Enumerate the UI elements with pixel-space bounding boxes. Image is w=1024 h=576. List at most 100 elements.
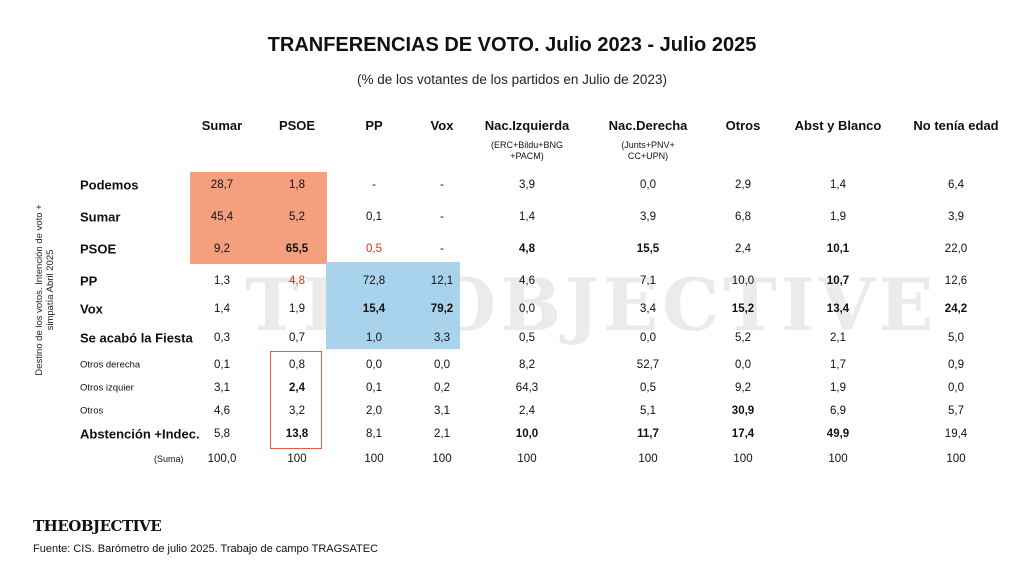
table-cell: 3,9	[640, 211, 656, 223]
table-cell: 10,0	[731, 275, 755, 287]
table-cell: 0,1	[366, 211, 382, 223]
table-cell: 72,8	[362, 275, 386, 287]
table-cell: 0,5	[366, 243, 382, 255]
psoe-flow-box	[270, 351, 322, 449]
table-cell: 2,1	[830, 332, 846, 344]
table-cell: 0,0	[640, 179, 656, 191]
table-cell: 2,4	[519, 405, 535, 417]
table-cell: 1,4	[214, 303, 230, 315]
column-subheader: (ERC+Bildu+BNG +PACM)	[490, 140, 564, 161]
table-cell: 0,0	[434, 359, 450, 371]
table-cell: 1,4	[519, 211, 535, 223]
table-cell: 10,0	[515, 428, 539, 440]
column-header: No tenía edad	[913, 118, 999, 133]
table-cell: 0,8	[289, 359, 305, 371]
table-cell: 4,6	[519, 275, 535, 287]
table-cell: -	[440, 243, 444, 255]
table-cell: 3,1	[434, 405, 450, 417]
table-cell: 8,2	[519, 359, 535, 371]
table-cell: 0,2	[434, 382, 450, 394]
table-cell: 9,2	[214, 243, 230, 255]
table-cell: 6,8	[735, 211, 751, 223]
table-cell: 100	[638, 453, 658, 465]
table-cell: 1,8	[289, 179, 305, 191]
table-cell: 3,4	[640, 303, 656, 315]
row-label: PSOE	[80, 241, 117, 257]
table-cell: 12,1	[430, 275, 454, 287]
table-cell: 100	[828, 453, 848, 465]
table-cell: 64,3	[515, 382, 539, 394]
table-cell: 15,4	[362, 303, 386, 315]
table-cell: 24,2	[944, 303, 968, 315]
table-cell: 0,7	[289, 332, 305, 344]
table-cell: 22,0	[944, 243, 968, 255]
table-cell: 5,2	[289, 211, 305, 223]
column-subheader: (Junts+PNV+ CC+UPN)	[621, 140, 675, 161]
table-cell: 1,9	[289, 303, 305, 315]
highlight-left-parties	[190, 172, 327, 264]
row-label: Se acabó la Fiesta	[80, 330, 193, 346]
table-cell: -	[440, 179, 444, 191]
table-cell: 1,7	[830, 359, 846, 371]
table-cell: 15,2	[731, 303, 755, 315]
table-cell: 0,0	[640, 332, 656, 344]
column-header: Sumar	[201, 118, 243, 133]
table-cell: 100	[733, 453, 753, 465]
table-cell: 5,0	[948, 332, 964, 344]
table-cell: 2,4	[289, 382, 305, 394]
table-cell: 100,0	[207, 453, 237, 465]
table-cell: 0,5	[519, 332, 535, 344]
table-cell: 30,9	[731, 405, 755, 417]
table-cell: 100	[432, 453, 452, 465]
highlight-right-parties	[326, 262, 460, 349]
table-cell: 5,7	[948, 405, 964, 417]
table-cell: 6,4	[948, 179, 964, 191]
table-cell: 3,2	[289, 405, 305, 417]
table-cell: -	[372, 179, 376, 191]
table-cell: 10,1	[826, 243, 850, 255]
column-header: Nac.Derecha	[608, 118, 688, 133]
row-label: PP	[80, 273, 98, 289]
table-cell: 4,8	[289, 275, 305, 287]
table-cell: 65,5	[285, 243, 309, 255]
column-header: Otros	[725, 118, 761, 133]
column-header: PP	[365, 118, 383, 133]
table-cell: 0,3	[214, 332, 230, 344]
table-cell: 45,4	[210, 211, 234, 223]
table-cell: 49,9	[826, 428, 850, 440]
column-header: Nac.Izquierda	[484, 118, 570, 133]
row-label: (Suma)	[154, 454, 184, 464]
row-label: Abstención +Indec.	[80, 426, 200, 442]
table-cell: 1,4	[830, 179, 846, 191]
table-cell: 9,2	[735, 382, 751, 394]
table-cell: 3,1	[214, 382, 230, 394]
column-header: PSOE	[278, 118, 316, 133]
table-cell: 2,9	[735, 179, 751, 191]
row-label: Otros derecha	[80, 359, 141, 371]
row-label: Podemos	[80, 177, 139, 193]
table-cell: 100	[946, 453, 966, 465]
table-cell: 79,2	[430, 303, 454, 315]
table-cell: 1,9	[830, 211, 846, 223]
table-cell: 0,0	[735, 359, 751, 371]
table-cell: 4,8	[519, 243, 535, 255]
table-cell: 2,0	[366, 405, 382, 417]
table-cell: 28,7	[210, 179, 234, 191]
table-cell: 6,9	[830, 405, 846, 417]
table-cell: 19,4	[944, 428, 968, 440]
table-cell: 3,9	[948, 211, 964, 223]
table-cell: 0,0	[366, 359, 382, 371]
table-cell: 4,6	[214, 405, 230, 417]
table-cell: 5,2	[735, 332, 751, 344]
table-cell: 0,1	[214, 359, 230, 371]
table-cell: 100	[287, 453, 307, 465]
table-cell: 0,1	[366, 382, 382, 394]
y-axis-label-line2: simpatía Abril 2025	[45, 249, 56, 331]
table-cell: 5,8	[214, 428, 230, 440]
table-cell: 0,5	[640, 382, 656, 394]
table-cell: 11,7	[637, 428, 659, 440]
table-cell: 17,4	[731, 428, 755, 440]
table-cell: 2,4	[735, 243, 751, 255]
table-cell: 2,1	[434, 428, 450, 440]
table-cell: 7,1	[640, 275, 656, 287]
